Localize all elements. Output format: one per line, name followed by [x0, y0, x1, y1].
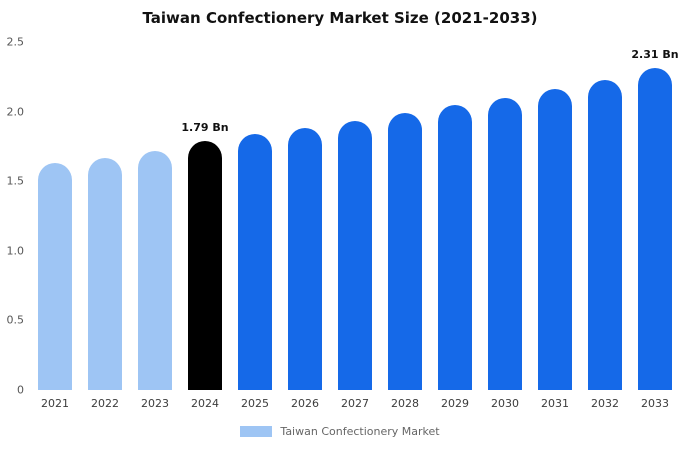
bar-column	[330, 42, 380, 390]
bar-2023	[138, 150, 172, 390]
y-axis: 0 0.5 1.0 1.5 2.0 2.5	[0, 36, 26, 397]
bar-column	[280, 42, 330, 390]
x-tick-label: 2029	[441, 397, 469, 410]
bar-2025	[238, 133, 272, 390]
bar-2030	[488, 97, 522, 390]
bar-column	[230, 42, 280, 390]
y-tick-label: 2.5	[6, 35, 25, 49]
x-axis: 2021 2022 2023 2024 2025 2026 2027 2028 2029 2030…	[30, 397, 680, 410]
plot-area: 1.79 Bn 2.31 Bn	[30, 42, 680, 390]
y-tick-label: 0.5	[6, 313, 25, 327]
bar-2029	[438, 104, 472, 390]
y-tick-label: 1.5	[6, 174, 25, 188]
legend: Taiwan Confectionery Market	[0, 425, 680, 438]
bar-column	[30, 42, 80, 390]
x-tick-label: 2025	[241, 397, 269, 410]
bar-2021	[38, 163, 72, 390]
bar-2026	[288, 128, 322, 390]
bar-column: 2.31 Bn	[630, 42, 680, 390]
bar-2031	[538, 89, 572, 390]
y-tick-label: 1.0	[6, 244, 25, 258]
x-tick-label: 2031	[541, 397, 569, 410]
x-tick-label: 2030	[491, 397, 519, 410]
x-tick-label: 2022	[91, 397, 119, 410]
bar-2027	[338, 121, 372, 390]
bar-value-label: 2.31 Bn	[631, 48, 679, 62]
bar-2024	[188, 140, 222, 390]
x-tick-label: 2028	[391, 397, 419, 410]
chart-title: Taiwan Confectionery Market Size (2021-2…	[142, 9, 538, 27]
bar-value-label: 1.79 Bn	[181, 120, 229, 134]
bar-column	[430, 42, 480, 390]
bar-column	[80, 42, 130, 390]
bar-2032	[588, 79, 622, 390]
bar-column	[130, 42, 180, 390]
x-tick-label: 2027	[341, 397, 369, 410]
bar-column	[480, 42, 530, 390]
bar-column	[380, 42, 430, 390]
bar-2028	[388, 113, 422, 390]
x-tick-label: 2033	[641, 397, 669, 410]
x-tick-label: 2024	[191, 397, 219, 410]
legend-label: Taiwan Confectionery Market	[280, 425, 440, 438]
x-tick-label: 2026	[291, 397, 319, 410]
x-tick-label: 2021	[41, 397, 69, 410]
legend-swatch	[240, 426, 273, 437]
x-tick-label: 2032	[591, 397, 619, 410]
bar-2033	[638, 68, 672, 390]
bar-column	[580, 42, 630, 390]
bar-column: 1.79 Bn	[180, 42, 230, 390]
y-tick-label: 0	[17, 383, 24, 397]
y-tick-label: 2.0	[6, 105, 25, 119]
bar-2022	[88, 157, 122, 390]
bar-column	[530, 42, 580, 390]
x-tick-label: 2023	[141, 397, 169, 410]
